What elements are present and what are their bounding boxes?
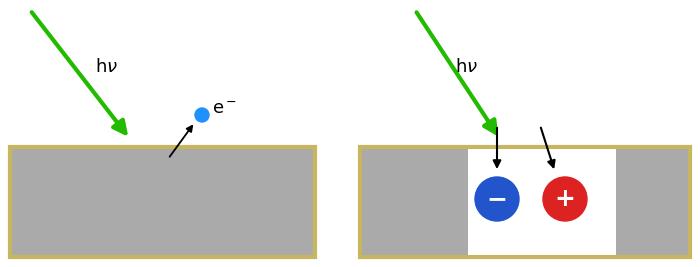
Circle shape bbox=[475, 177, 519, 221]
Text: e$^-$: e$^-$ bbox=[212, 100, 237, 118]
Text: −: − bbox=[486, 187, 507, 211]
Bar bbox=[360, 147, 690, 257]
Bar bbox=[10, 147, 315, 257]
Circle shape bbox=[543, 177, 587, 221]
Circle shape bbox=[195, 108, 209, 122]
Bar bbox=[468, 149, 616, 255]
Text: +: + bbox=[554, 187, 575, 211]
Text: h$\nu$: h$\nu$ bbox=[455, 58, 478, 76]
Text: h$\nu$: h$\nu$ bbox=[95, 58, 118, 76]
